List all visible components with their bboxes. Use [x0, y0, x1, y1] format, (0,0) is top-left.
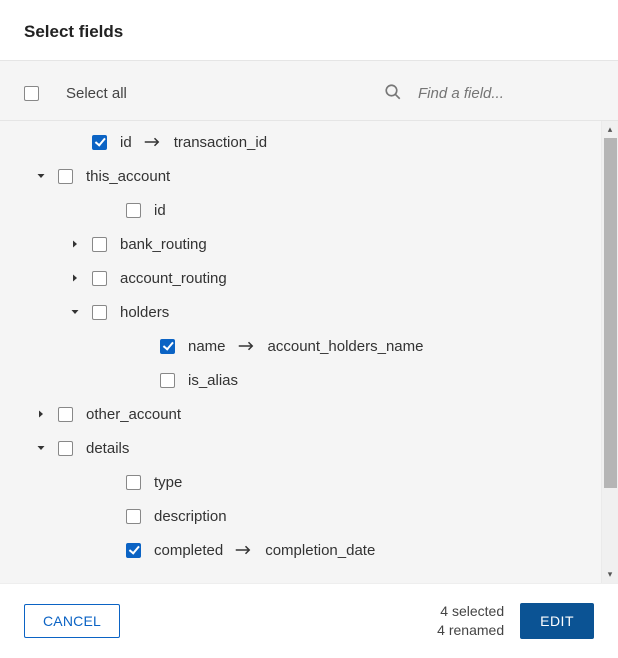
tree-row: other_account: [0, 397, 601, 431]
rename-arrow-icon: [238, 340, 256, 352]
field-label[interactable]: account_routing: [120, 270, 227, 287]
chevron-right-icon[interactable]: [58, 227, 92, 261]
field-checkbox[interactable]: [92, 305, 107, 320]
field-label[interactable]: is_alias: [188, 372, 238, 389]
field-checkbox[interactable]: [58, 407, 73, 422]
dialog-footer: CANCEL 4 selected 4 renamed EDIT: [0, 583, 618, 658]
renamed-count: 4 renamed: [437, 621, 504, 640]
field-label[interactable]: holders: [120, 304, 169, 321]
expander-spacer: [58, 125, 92, 159]
toolbar: Select all: [0, 61, 618, 120]
field-checkbox[interactable]: [160, 339, 175, 354]
field-checkbox[interactable]: [92, 271, 107, 286]
field-checkbox[interactable]: [126, 475, 141, 490]
scroll-down-arrow[interactable]: ▾: [608, 566, 613, 583]
dialog-body: Select all idtransaction_idthis_accounti…: [0, 61, 618, 583]
expander-spacer: [126, 329, 160, 363]
tree-row: type: [0, 465, 601, 499]
tree-row: bank_routing: [0, 227, 601, 261]
field-label[interactable]: id: [120, 134, 132, 151]
field-checkbox[interactable]: [92, 135, 107, 150]
field-label[interactable]: id: [154, 202, 166, 219]
field-checkbox[interactable]: [126, 543, 141, 558]
chevron-down-icon[interactable]: [58, 295, 92, 329]
tree-row: account_routing: [0, 261, 601, 295]
field-label[interactable]: bank_routing: [120, 236, 207, 253]
chevron-down-icon[interactable]: [24, 159, 58, 193]
field-label[interactable]: name: [188, 338, 226, 355]
search: [384, 83, 594, 104]
expander-spacer: [92, 499, 126, 533]
select-all: Select all: [24, 85, 374, 102]
scrollbar-thumb[interactable]: [604, 138, 617, 488]
select-all-label[interactable]: Select all: [66, 85, 127, 102]
edit-button[interactable]: EDIT: [520, 603, 594, 639]
dialog-title: Select fields: [24, 22, 594, 42]
tree-row: is_alias: [0, 363, 601, 397]
cancel-button[interactable]: CANCEL: [24, 604, 120, 638]
tree-row: id transaction_id: [0, 125, 601, 159]
expander-spacer: [92, 193, 126, 227]
select-all-checkbox[interactable]: [24, 86, 39, 101]
field-checkbox[interactable]: [160, 373, 175, 388]
field-checkbox[interactable]: [92, 237, 107, 252]
expander-spacer: [126, 363, 160, 397]
field-checkbox[interactable]: [126, 509, 141, 524]
tree-row: completed completion_date: [0, 533, 601, 567]
footer-stats: 4 selected 4 renamed: [437, 602, 504, 640]
field-label[interactable]: type: [154, 474, 182, 491]
tree-row: details: [0, 431, 601, 465]
select-fields-dialog: Select fields Select all id transaction_i…: [0, 0, 618, 658]
chevron-down-icon[interactable]: [24, 431, 58, 465]
field-tree: idtransaction_idthis_accountidbank_routi…: [0, 121, 601, 583]
field-checkbox[interactable]: [58, 441, 73, 456]
selected-count: 4 selected: [437, 602, 504, 621]
rename-arrow-icon: [235, 544, 253, 556]
field-renamed-label: completion_date: [265, 542, 375, 559]
expander-spacer: [92, 465, 126, 499]
field-renamed-label: account_holders_name: [268, 338, 424, 355]
tree-row: description: [0, 499, 601, 533]
rename-arrow-icon: [144, 136, 162, 148]
tree-area: idtransaction_idthis_accountidbank_routi…: [0, 121, 618, 583]
tree-row: name account_holders_name: [0, 329, 601, 363]
scroll-up-arrow[interactable]: ▴: [608, 121, 613, 138]
tree-row: id: [0, 193, 601, 227]
expander-spacer: [92, 533, 126, 567]
field-label[interactable]: completed: [154, 542, 223, 559]
field-label[interactable]: details: [86, 440, 129, 457]
field-label[interactable]: other_account: [86, 406, 181, 423]
search-input[interactable]: [416, 84, 586, 103]
chevron-right-icon[interactable]: [58, 261, 92, 295]
scrollbar[interactable]: ▴ ▾: [601, 121, 618, 583]
field-renamed-label: transaction_id: [174, 134, 267, 151]
field-checkbox[interactable]: [58, 169, 73, 184]
field-label[interactable]: description: [154, 508, 227, 525]
field-checkbox[interactable]: [126, 203, 141, 218]
search-icon: [384, 83, 402, 104]
field-label[interactable]: this_account: [86, 168, 170, 185]
chevron-right-icon[interactable]: [24, 397, 58, 431]
tree-row: this_account: [0, 159, 601, 193]
dialog-header: Select fields: [0, 0, 618, 61]
tree-row: holders: [0, 295, 601, 329]
